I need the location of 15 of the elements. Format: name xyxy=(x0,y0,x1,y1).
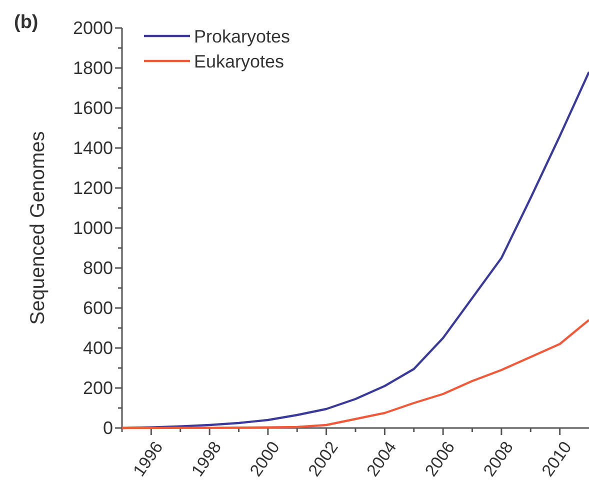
y-tick-label: 200 xyxy=(82,378,113,398)
y-axis-title: Sequenced Genomes xyxy=(27,131,49,325)
y-tick-label: 2000 xyxy=(72,18,113,38)
legend-label: Eukaryotes xyxy=(194,51,284,72)
y-tick-label: 1600 xyxy=(72,98,113,118)
chart-title: (b) xyxy=(14,12,38,33)
y-tick-label: 400 xyxy=(82,338,113,358)
y-tick-label: 1200 xyxy=(72,178,113,198)
y-tick-label: 800 xyxy=(82,258,113,278)
legend-label: Prokaryotes xyxy=(194,26,290,46)
y-tick-label: 1800 xyxy=(72,58,113,78)
y-tick-label: 600 xyxy=(82,298,113,318)
y-tick-label: 1400 xyxy=(72,138,113,158)
y-tick-label: 1000 xyxy=(72,218,113,238)
y-tick-label: 0 xyxy=(102,418,113,438)
